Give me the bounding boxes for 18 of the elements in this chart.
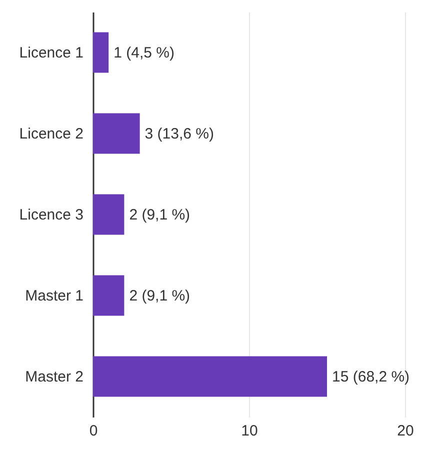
- bar: [93, 32, 109, 73]
- y-tick-label: Licence 3: [19, 206, 84, 224]
- bar: [93, 356, 327, 397]
- x-tick-label: 20: [397, 422, 414, 440]
- data-label: 2 (9,1 %): [129, 206, 190, 224]
- y-tick-label: Master 1: [25, 288, 84, 304]
- bar: [93, 113, 140, 154]
- data-label: 2 (9,1 %): [129, 288, 190, 304]
- data-label: 15 (68,2 %): [332, 368, 410, 386]
- bar: [93, 275, 124, 316]
- y-tick-label: Master 2: [25, 368, 84, 386]
- y-tick-label: Licence 2: [19, 126, 84, 142]
- bar: [93, 194, 124, 235]
- data-label: 1 (4,5 %): [114, 44, 174, 62]
- x-tick-label: 0: [89, 422, 98, 440]
- x-tick-label: 10: [241, 422, 258, 440]
- y-tick-label: Licence 1: [19, 44, 84, 62]
- data-label: 3 (13,6 %): [144, 126, 214, 142]
